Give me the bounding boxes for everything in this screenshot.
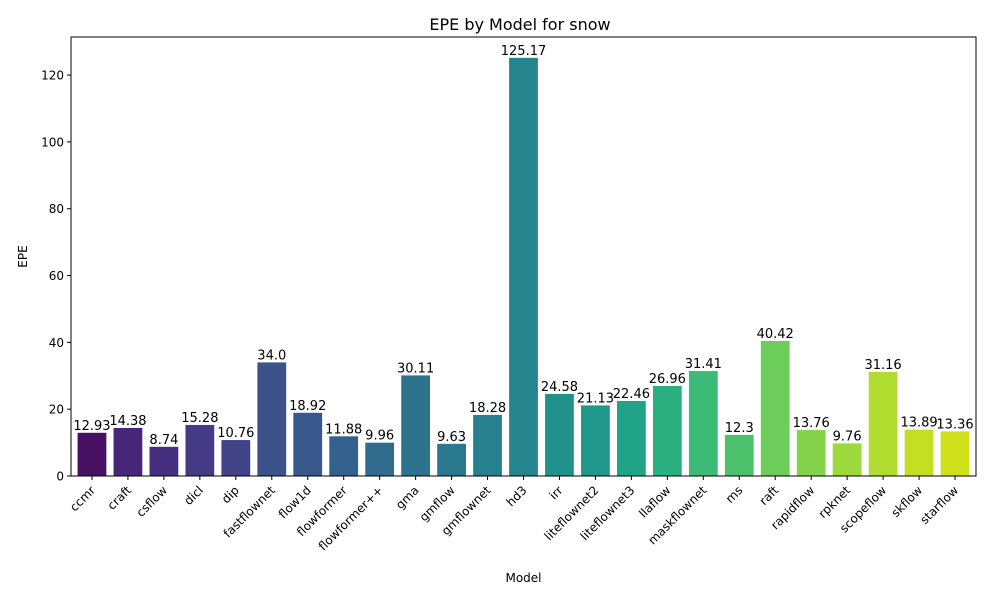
bar-skflow bbox=[904, 429, 934, 476]
x-axis-label: Model bbox=[505, 571, 541, 585]
bar-value-label: 34.0 bbox=[257, 348, 286, 363]
bar-hd3 bbox=[509, 57, 538, 476]
bar-value-label: 8.74 bbox=[149, 433, 178, 448]
y-tick-label: 100 bbox=[41, 135, 64, 149]
x-tick-label: craft bbox=[105, 483, 135, 513]
y-tick-label: 20 bbox=[49, 403, 64, 417]
bar-value-label: 13.89 bbox=[900, 416, 937, 431]
x-tick-label: ccmr bbox=[67, 483, 98, 514]
bar-value-label: 9.76 bbox=[833, 429, 862, 444]
bar-raft bbox=[760, 340, 790, 476]
bar-irr bbox=[545, 393, 574, 476]
y-tick-label: 120 bbox=[41, 69, 64, 83]
bar-value-label: 13.36 bbox=[936, 417, 973, 432]
bar-value-label: 21.13 bbox=[577, 391, 614, 406]
bar-value-label: 31.16 bbox=[864, 358, 901, 373]
x-axis: ccmr craft csflow dicl dipfastflownetflow1df… bbox=[67, 476, 961, 553]
bar-value-label: 9.63 bbox=[437, 430, 466, 445]
bar-gmflownet bbox=[473, 414, 502, 476]
y-tick-label: 60 bbox=[49, 269, 64, 283]
x-tick-label: hd3 bbox=[504, 483, 530, 509]
y-tick-label: 40 bbox=[49, 336, 64, 350]
x-tick-label: gma bbox=[393, 483, 422, 512]
x-tick-label: dip bbox=[219, 483, 242, 506]
bar-llaflow bbox=[652, 385, 682, 476]
y-axis-label: EPE bbox=[16, 245, 30, 267]
bar-maskflownet bbox=[688, 371, 718, 476]
bar-rapidflow bbox=[796, 430, 826, 476]
bar-gma bbox=[401, 375, 431, 476]
x-tick-label: starflow bbox=[917, 483, 961, 527]
bar-value-label: 15.28 bbox=[181, 411, 218, 426]
bar-liteflownet3 bbox=[616, 400, 646, 476]
bar-flowformer++ bbox=[365, 442, 395, 476]
chart-title: EPE by Model for snow bbox=[429, 15, 610, 34]
bar-value-label: 14.38 bbox=[109, 414, 146, 429]
bar-dicl bbox=[185, 424, 215, 476]
x-tick-label: raft bbox=[757, 483, 782, 508]
bar-ms bbox=[724, 434, 754, 476]
bar-value-label: 40.42 bbox=[757, 327, 794, 342]
bar-rpknet bbox=[832, 443, 862, 476]
bar-value-label: 26.96 bbox=[649, 372, 686, 387]
bar-flowformer bbox=[329, 436, 359, 476]
x-tick-label: irr bbox=[546, 483, 565, 502]
bar-value-label: 18.92 bbox=[289, 399, 326, 414]
bar-value-label: 12.3 bbox=[725, 421, 754, 436]
y-tick-label: 80 bbox=[49, 202, 64, 216]
bar-ccmr bbox=[77, 432, 107, 476]
y-tick-label: 0 bbox=[56, 470, 64, 484]
bar-value-label: 11.88 bbox=[325, 422, 362, 437]
bar-value-label: 13.76 bbox=[793, 416, 830, 431]
bar-value-label: 22.46 bbox=[613, 387, 650, 402]
x-tick-label: ms bbox=[723, 483, 746, 506]
bar-gmflow bbox=[437, 443, 466, 476]
bar-value-label: 30.11 bbox=[397, 361, 434, 376]
bar-flow1d bbox=[293, 412, 323, 476]
bar-csflow bbox=[149, 446, 179, 476]
bars-group bbox=[77, 57, 970, 476]
y-axis: 0 20 40 60 80 100 120 bbox=[41, 69, 71, 484]
bar-scopeflow bbox=[868, 371, 898, 476]
bar-value-label: 31.41 bbox=[685, 357, 722, 372]
bar-value-label: 10.76 bbox=[217, 426, 254, 441]
bar-liteflownet2 bbox=[581, 405, 610, 476]
x-tick-label: flowformer++ bbox=[316, 483, 386, 553]
bar-fastflownet bbox=[257, 362, 287, 476]
plot-frame bbox=[70, 36, 977, 477]
bar-value-label: 12.93 bbox=[73, 419, 110, 434]
bar-craft bbox=[113, 427, 143, 476]
bar-value-label: 18.28 bbox=[469, 401, 506, 416]
bar-value-label: 9.96 bbox=[365, 429, 394, 444]
bar-starflow bbox=[940, 431, 970, 476]
x-tick-label: csflow bbox=[134, 483, 171, 520]
bar-value-label: 125.17 bbox=[501, 44, 547, 59]
bar-dip bbox=[221, 440, 251, 476]
x-tick-label: dicl bbox=[181, 483, 206, 508]
bar-value-label: 24.58 bbox=[541, 380, 578, 395]
